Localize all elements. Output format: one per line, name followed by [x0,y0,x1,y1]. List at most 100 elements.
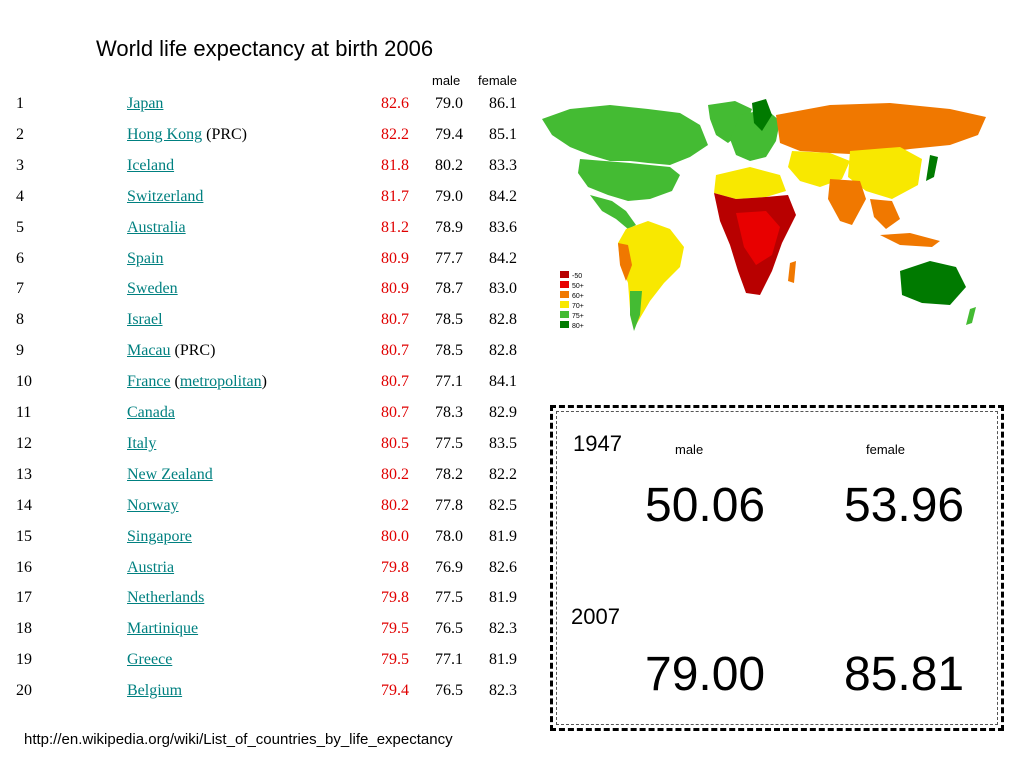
rank-cell: 15 [16,527,32,545]
rank-cell: 12 [16,434,32,452]
country-note: (PRC) [170,342,216,360]
country-link[interactable]: Macau [127,342,171,360]
table-row: 6 Spain 80.9 77.7 84.2 [0,250,530,272]
male-cell: 78.3 [435,404,463,421]
female-cell: 82.5 [489,496,517,514]
male-cell: 78.7 [435,280,463,298]
country-link[interactable]: Australia [127,218,186,236]
country-link[interactable]: Austria [127,558,175,576]
country-link[interactable]: Singapore [127,527,192,545]
male-cell: 77.1 [435,651,463,669]
rank-cell: 3 [16,156,24,174]
female-cell: 82.3 [489,682,517,700]
male-cell: 78.5 [435,342,463,360]
rank-cell: 19 [16,651,32,669]
table-row: 8 Israel 80.7 78.5 82.8 [0,311,530,333]
country-link[interactable]: Italy [127,434,157,452]
country-link[interactable]: Hong Kong [127,125,203,143]
total-cell: 80.7 [381,373,409,391]
comparison-male-label: male [675,442,704,457]
total-cell: 80.2 [381,496,409,514]
rank-cell: 18 [16,620,32,638]
rank-cell: 13 [16,465,32,483]
map-southeast-asia [870,199,900,229]
map-usa [578,159,680,201]
country-cell: Switzerland [127,188,203,206]
male-cell: 78.9 [435,218,463,236]
map-south-america-south [630,291,642,331]
table-row: 5 Australia 81.2 78.9 83.6 [0,219,530,241]
table-row: 11 Canada 80.7 78.3 82.9 [0,404,530,426]
rank-cell: 11 [16,404,32,421]
table-row: 4 Switzerland 81.7 79.0 84.2 [0,188,530,210]
country-link[interactable]: Canada [127,404,175,421]
table-row: 15 Singapore 80.0 78.0 81.9 [0,528,530,550]
rank-cell: 7 [16,280,24,298]
region-link[interactable]: metropolitan [179,373,262,391]
legend-label: 75+ [572,313,584,320]
total-cell: 80.7 [381,404,409,421]
country-link[interactable]: Greece [127,651,173,669]
male-cell: 78.2 [435,465,463,483]
rank-cell: 10 [16,373,32,391]
female-cell: 82.8 [489,311,517,329]
country-cell: Sweden [127,280,178,298]
female-cell: 83.5 [489,434,517,452]
table-row: 16 Austria 79.8 76.9 82.6 [0,559,530,581]
legend-label: 60+ [572,293,584,300]
country-cell: Norway [127,497,179,515]
total-cell: 79.8 [381,558,409,576]
map-south-america-west [618,243,632,281]
country-cell: Singapore [127,528,192,546]
comparison-year-1947: 1947 [573,431,622,456]
country-cell: Israel [127,311,163,329]
country-link[interactable]: Israel [127,311,163,329]
country-link[interactable]: Belgium [127,682,183,700]
country-link[interactable]: Switzerland [127,187,204,205]
map-central-america [590,195,636,229]
country-link[interactable]: Spain [127,249,164,267]
country-link[interactable]: New Zealand [127,465,213,483]
comparison-box: 1947 male female 50.06 53.96 2007 79.00 … [550,405,1004,731]
legend-swatch [560,271,569,278]
rank-cell: 16 [16,558,32,576]
male-cell: 76.5 [435,620,463,638]
country-link[interactable]: Netherlands [127,589,205,607]
rank-cell: 9 [16,342,24,360]
country-link[interactable]: Norway [127,496,179,514]
country-note: (PRC) [202,125,248,143]
country-cell: Austria [127,559,174,577]
male-cell: 77.7 [435,249,463,267]
country-cell: New Zealand [127,466,213,484]
total-cell: 81.2 [381,218,409,236]
country-link[interactable]: Japan [127,95,164,112]
total-cell: 80.9 [381,280,409,298]
table-row: 3 Iceland 81.8 80.2 83.3 [0,157,530,179]
legend-label: -50 [572,273,582,280]
legend-swatch [560,311,569,318]
male-cell: 77.5 [435,434,463,452]
table-row: 20 Belgium 79.4 76.5 82.3 [0,682,530,704]
country-link[interactable]: Iceland [127,156,175,174]
female-cell: 82.6 [489,558,517,576]
comparison-female-label: female [866,442,906,457]
table-row: 17 Netherlands 79.8 77.5 81.9 [0,589,530,611]
country-cell: Canada [127,404,175,422]
map-russia [776,103,986,155]
map-indonesia [880,233,940,247]
country-link[interactable]: Martinique [127,620,199,638]
column-header-female: female [478,73,518,88]
female-cell: 82.8 [489,342,517,360]
country-cell: Australia [127,219,186,237]
male-cell: 78.0 [435,527,463,545]
country-link[interactable]: Sweden [127,280,178,298]
female-cell: 82.2 [489,465,517,483]
map-india [828,179,866,225]
female-cell: 83.0 [489,280,517,298]
country-link[interactable]: France [127,373,171,391]
map-scandinavia [752,99,772,131]
female-cell: 83.3 [489,156,517,174]
legend-swatch [560,321,569,328]
legend-label: 70+ [572,303,584,310]
table-row: 14 Norway 80.2 77.8 82.5 [0,497,530,519]
